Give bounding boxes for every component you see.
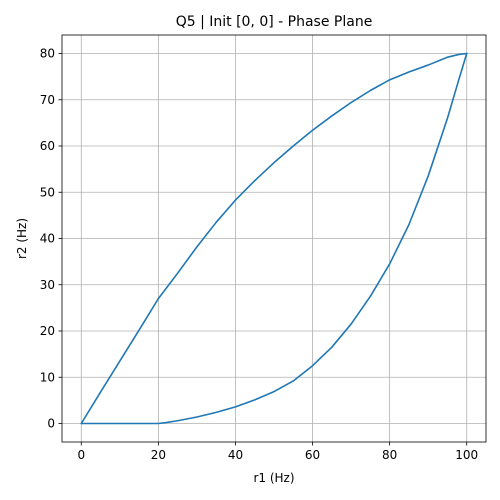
y-tick-label: 80 [40, 47, 55, 61]
y-tick-label: 20 [40, 324, 55, 338]
x-tick-label: 40 [228, 448, 243, 462]
x-axis-ticks: 0 20 40 60 80 100 [77, 442, 478, 462]
y-tick-label: 30 [40, 278, 55, 292]
y-tick-label: 70 [40, 93, 55, 107]
y-tick-label: 10 [40, 370, 55, 384]
y-axis-label: r2 (Hz) [15, 218, 29, 259]
y-axis-ticks: 0 10 20 30 40 50 60 70 80 [40, 47, 62, 431]
x-tick-label: 0 [77, 448, 85, 462]
x-tick-label: 60 [305, 448, 320, 462]
series-line-1 [80, 52, 468, 425]
y-tick-label: 60 [40, 139, 55, 153]
x-tick-label: 100 [455, 448, 478, 462]
x-tick-label: 80 [382, 448, 397, 462]
y-tick-label: 50 [40, 185, 55, 199]
y-tick-label: 0 [47, 417, 55, 431]
x-tick-label: 20 [151, 448, 166, 462]
y-tick-label: 40 [40, 232, 55, 246]
grid-lines [62, 35, 486, 442]
series-line-0 [80, 52, 468, 425]
x-axis-label: r1 (Hz) [253, 471, 294, 485]
series-lines [80, 52, 468, 425]
chart-title: Q5 | Init [0, 0] - Phase Plane [176, 14, 373, 30]
